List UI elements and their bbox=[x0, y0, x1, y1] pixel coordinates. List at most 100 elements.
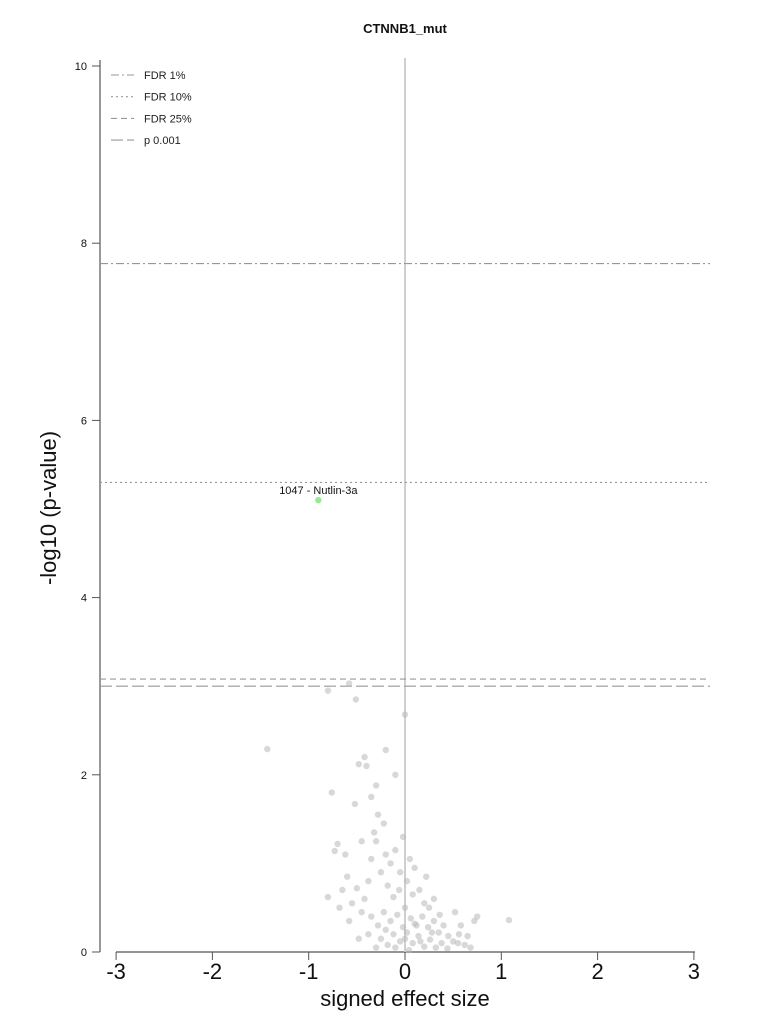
data-point bbox=[457, 922, 465, 929]
data-point bbox=[432, 944, 440, 951]
data-point bbox=[390, 931, 397, 938]
data-point bbox=[365, 877, 372, 885]
legend-label: FDR 25% bbox=[144, 113, 192, 125]
data-point bbox=[461, 941, 468, 949]
data-point bbox=[358, 908, 365, 916]
data-point bbox=[344, 873, 351, 880]
data-point bbox=[396, 938, 404, 945]
data-point bbox=[377, 869, 385, 876]
data-point bbox=[419, 913, 426, 920]
data-point bbox=[380, 908, 388, 916]
data-point bbox=[348, 900, 356, 907]
data-point bbox=[430, 917, 438, 925]
data-point bbox=[377, 935, 385, 942]
data-point bbox=[406, 855, 414, 863]
y-axis-label: -log10 (p-value) bbox=[36, 431, 61, 585]
legend: FDR 1% FDR 10% FDR 25% p 0.001 bbox=[111, 70, 192, 147]
data-point bbox=[396, 886, 403, 894]
data-point bbox=[399, 923, 407, 931]
data-point bbox=[445, 932, 452, 940]
data-point bbox=[464, 932, 471, 940]
x-ticks: -3 -2 -1 0 1 2 3 bbox=[106, 952, 700, 984]
x-tick-label: 2 bbox=[591, 959, 603, 984]
data-point bbox=[372, 838, 380, 845]
data-point bbox=[505, 916, 513, 924]
data-point bbox=[438, 939, 445, 947]
x-tick-label: 0 bbox=[399, 959, 411, 984]
data-point bbox=[440, 922, 447, 929]
legend-label: FDR 10% bbox=[144, 92, 192, 104]
data-point bbox=[353, 885, 361, 892]
data-point bbox=[407, 915, 414, 922]
data-point bbox=[382, 851, 389, 858]
data-point bbox=[336, 904, 343, 911]
data-point bbox=[368, 855, 375, 863]
data-point bbox=[426, 936, 434, 943]
data-point bbox=[392, 944, 399, 951]
data-point bbox=[422, 873, 430, 880]
data-point bbox=[424, 923, 432, 931]
highlight-point bbox=[315, 496, 322, 504]
data-point bbox=[405, 947, 413, 954]
data-point bbox=[345, 680, 353, 687]
data-point bbox=[455, 931, 463, 938]
data-point bbox=[474, 913, 481, 920]
data-point bbox=[374, 922, 382, 929]
data-point bbox=[421, 900, 428, 907]
data-point bbox=[374, 811, 382, 818]
data-point bbox=[372, 944, 380, 951]
x-tick-label: -1 bbox=[299, 959, 319, 984]
data-point bbox=[342, 851, 349, 858]
data-point bbox=[399, 833, 407, 841]
x-tick-label: 3 bbox=[688, 959, 700, 984]
data-point bbox=[363, 762, 370, 770]
data-point bbox=[361, 753, 368, 761]
y-tick-label: 6 bbox=[81, 415, 87, 427]
data-point bbox=[382, 926, 389, 934]
y-ticks: 0 2 4 6 8 10 bbox=[75, 61, 100, 959]
data-point bbox=[324, 687, 332, 694]
data-point bbox=[409, 939, 416, 947]
chart-title: CTNNB1_mut bbox=[363, 21, 447, 36]
data-point bbox=[384, 882, 391, 889]
y-tick-label: 8 bbox=[81, 238, 87, 250]
data-point bbox=[334, 840, 341, 848]
data-point bbox=[351, 800, 359, 808]
data-point bbox=[390, 893, 397, 901]
data-point bbox=[358, 838, 365, 845]
data-point bbox=[403, 877, 411, 885]
data-point bbox=[331, 847, 338, 855]
data-point bbox=[421, 943, 428, 950]
data-point bbox=[403, 929, 411, 936]
data-point bbox=[368, 793, 375, 801]
data-point bbox=[365, 931, 372, 938]
data-point bbox=[396, 869, 404, 876]
y-tick-label: 10 bbox=[75, 61, 87, 73]
data-point bbox=[370, 829, 378, 836]
y-tick-label: 0 bbox=[81, 947, 87, 959]
data-point bbox=[449, 938, 457, 945]
x-tick-label: 1 bbox=[495, 959, 507, 984]
data-point bbox=[411, 864, 418, 872]
data-point bbox=[415, 932, 422, 940]
data-point bbox=[328, 789, 336, 796]
data-point bbox=[409, 891, 416, 898]
data-point bbox=[392, 771, 399, 778]
y-tick-label: 2 bbox=[81, 770, 87, 782]
data-point bbox=[355, 760, 362, 768]
x-axis-label: signed effect size bbox=[320, 986, 490, 1011]
data-point bbox=[428, 929, 436, 936]
data-point bbox=[264, 745, 271, 753]
data-point bbox=[355, 935, 362, 942]
data-point bbox=[352, 696, 360, 703]
data-point bbox=[324, 893, 332, 901]
legend-label: FDR 1% bbox=[144, 70, 186, 82]
data-point bbox=[401, 935, 409, 942]
x-tick-label: -2 bbox=[203, 959, 223, 984]
threshold-lines bbox=[100, 263, 710, 687]
data-point bbox=[372, 782, 380, 789]
legend-label: p 0.001 bbox=[144, 135, 181, 147]
data-point bbox=[430, 895, 438, 903]
data-point bbox=[425, 904, 433, 911]
